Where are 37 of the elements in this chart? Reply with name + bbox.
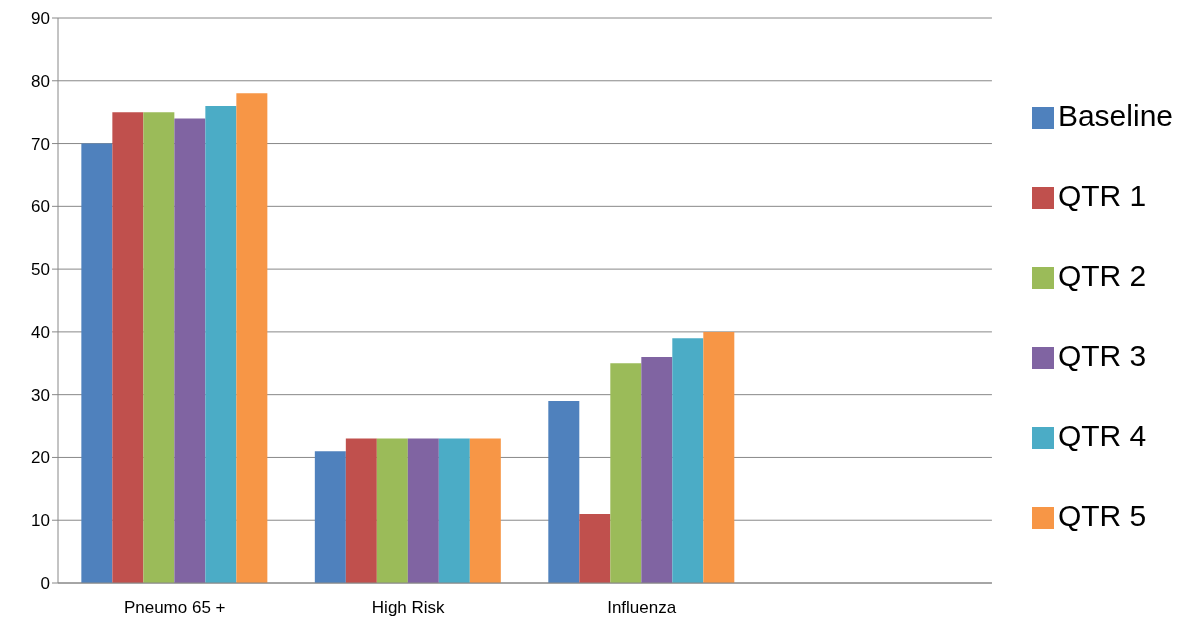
bar	[345, 438, 377, 583]
legend-label: QTR 3	[1057, 338, 1147, 372]
bar	[376, 438, 408, 583]
bar	[143, 112, 175, 583]
y-tick-label: 50	[31, 260, 50, 280]
bar	[407, 438, 439, 583]
legend-label: QTR 2	[1057, 258, 1147, 292]
bar	[236, 93, 268, 583]
legend-label: Baseline	[1057, 98, 1173, 132]
y-tick-label: 40	[31, 322, 50, 342]
bar	[438, 438, 470, 583]
bar	[703, 331, 735, 583]
y-tick-label: 70	[31, 134, 50, 154]
y-tick-label: 0	[40, 574, 50, 594]
y-tick-label: 60	[31, 197, 50, 217]
x-tick-label: Pneumo 65 +	[123, 598, 226, 618]
x-tick-label: High Risk	[371, 598, 446, 618]
bar	[205, 105, 237, 583]
bar	[112, 112, 144, 583]
legend-label: QTR 5	[1057, 498, 1147, 532]
y-tick-label: 20	[31, 448, 50, 468]
bar	[81, 143, 113, 583]
bar	[672, 338, 704, 583]
legend-label: QTR 4	[1057, 418, 1147, 452]
y-tick-label: 90	[31, 9, 50, 29]
y-tick-label: 80	[31, 71, 50, 91]
bar	[579, 513, 611, 583]
x-tick-label: Influenza	[607, 598, 677, 618]
bar	[174, 118, 206, 583]
legend-label: QTR 1	[1057, 178, 1147, 212]
bar	[641, 357, 673, 583]
bar	[314, 451, 346, 583]
y-tick-label: 10	[31, 511, 50, 531]
bar	[610, 363, 642, 583]
bar	[469, 438, 501, 583]
bar	[548, 400, 580, 583]
y-tick-label: 30	[31, 385, 50, 405]
